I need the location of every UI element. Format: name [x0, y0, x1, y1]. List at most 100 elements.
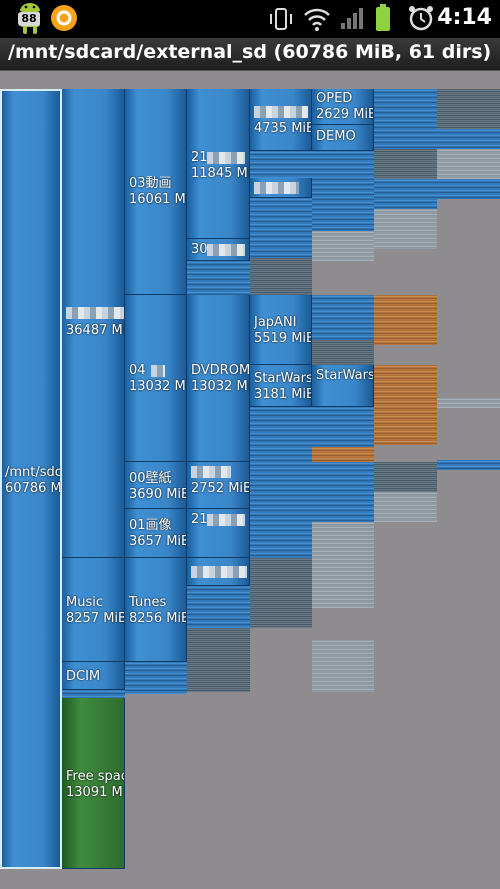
- treemap-block-free-space[interactable]: Free spac 13091 Mi: [62, 698, 125, 869]
- small-blocks[interactable]: [374, 295, 437, 345]
- small-blocks[interactable]: [312, 640, 374, 692]
- block-label: /mnt/sdc: [5, 465, 61, 480]
- small-blocks[interactable]: [187, 628, 250, 692]
- block-label: DVDROM: [191, 363, 249, 378]
- block-size: 2752 MiB: [191, 481, 249, 496]
- small-blocks[interactable]: [250, 558, 312, 628]
- block-label: Free spac: [66, 769, 124, 784]
- block-size: 3657 MiB: [129, 534, 186, 549]
- small-blocks[interactable]: [437, 460, 500, 470]
- status-bar: 88 4:14: [0, 0, 500, 38]
- small-blocks[interactable]: [312, 462, 374, 522]
- small-blocks[interactable]: [250, 258, 312, 295]
- block-size: 4735 MiB: [254, 121, 311, 136]
- block-label: 01画像: [129, 518, 172, 533]
- small-blocks[interactable]: [374, 149, 437, 179]
- treemap-block-04[interactable]: 04 13032 Mi: [125, 295, 187, 462]
- small-blocks[interactable]: [312, 522, 374, 558]
- treemap-block-30[interactable]: 30: [187, 239, 250, 261]
- small-blocks[interactable]: [312, 340, 374, 365]
- small-blocks[interactable]: [187, 586, 250, 628]
- small-blocks[interactable]: [312, 295, 374, 340]
- treemap-block-japani[interactable]: JapANI 5519 MiB: [250, 295, 312, 365]
- treemap-block-00[interactable]: 00壁紙 3690 MiB: [125, 462, 187, 509]
- treemap-block-tunes[interactable]: Tunes 8256 MiB: [125, 558, 187, 662]
- small-blocks[interactable]: [250, 151, 312, 178]
- small-blocks[interactable]: [374, 365, 437, 445]
- small-blocks[interactable]: [312, 151, 374, 231]
- small-blocks[interactable]: [125, 662, 187, 694]
- vibrate-icon: [270, 8, 292, 30]
- treemap-block[interactable]: 36487 Mi: [62, 89, 125, 558]
- small-blocks[interactable]: [312, 231, 374, 261]
- block-label: 04: [129, 363, 146, 378]
- block-label: 21: [191, 512, 208, 527]
- treemap-block-21b[interactable]: 21: [187, 509, 250, 558]
- block-size: 8256 MiB: [129, 611, 186, 626]
- block-size: 16061 Mi: [129, 192, 186, 207]
- small-blocks[interactable]: [250, 198, 312, 258]
- treemap-block-21[interactable]: 21 11845 Mi: [187, 89, 250, 239]
- small-blocks[interactable]: [374, 492, 437, 522]
- block-size: 11845 Mi: [191, 166, 249, 181]
- treemap-block-starwars-sub[interactable]: StarWars: [312, 365, 374, 407]
- treemap-block[interactable]: [187, 558, 250, 586]
- alarm-icon: [409, 6, 433, 31]
- block-size: 5519 MiB: [254, 331, 311, 346]
- block-label: DEMO: [316, 129, 356, 144]
- block-label: 03動画: [129, 176, 172, 191]
- treemap-block[interactable]: [250, 178, 312, 198]
- treemap-root[interactable]: /mnt/sdc 60786 Mi: [0, 89, 62, 869]
- treemap-block-oped[interactable]: OPED 2629 MiB: [312, 89, 374, 125]
- block-label: Tunes: [129, 595, 167, 610]
- small-blocks[interactable]: [312, 447, 374, 462]
- small-blocks[interactable]: [437, 398, 500, 408]
- block-size: 2629 MiB: [316, 107, 373, 122]
- small-blocks[interactable]: [250, 462, 312, 558]
- small-blocks[interactable]: [374, 209, 437, 249]
- treemap-block[interactable]: 2752 MiB: [187, 462, 250, 509]
- clock: 4:14: [437, 5, 492, 30]
- small-blocks[interactable]: [62, 690, 125, 698]
- page-title: /mnt/sdcard/external_sd (60786 MiB, 61 d…: [8, 41, 492, 63]
- block-label: Music: [66, 595, 103, 610]
- treemap-block-dvdrom[interactable]: DVDROM 13032 Mi: [187, 295, 250, 462]
- block-label: 00壁紙: [129, 471, 172, 486]
- small-blocks[interactable]: [374, 89, 437, 149]
- small-blocks[interactable]: [374, 462, 437, 492]
- small-blocks[interactable]: [437, 149, 500, 179]
- notification-badge: 88: [18, 12, 40, 26]
- signal-icon: [341, 8, 363, 29]
- block-size: 13032 Mi: [191, 379, 249, 394]
- title-bar: /mnt/sdcard/external_sd (60786 MiB, 61 d…: [0, 38, 500, 71]
- block-label: OPED: [316, 91, 353, 106]
- sync-icon: [51, 5, 77, 31]
- block-label: StarWars: [316, 368, 373, 383]
- blurred-label: [254, 182, 299, 194]
- block-label: 30: [191, 242, 208, 257]
- treemap-block-music[interactable]: Music 8257 MiB: [62, 558, 125, 662]
- small-blocks[interactable]: [374, 179, 437, 209]
- small-blocks[interactable]: [312, 558, 374, 608]
- block-size: 60786 Mi: [5, 481, 61, 496]
- treemap-block-dcim[interactable]: DCIM: [62, 662, 125, 690]
- small-blocks[interactable]: [437, 129, 500, 149]
- treemap-block-starwars[interactable]: StarWars 3181 MiB: [250, 365, 312, 407]
- treemap-block-03[interactable]: 03動画 16061 Mi: [125, 89, 187, 295]
- treemap-block-demo[interactable]: DEMO: [312, 125, 374, 151]
- block-size: 13091 Mi: [66, 785, 124, 800]
- small-blocks[interactable]: [187, 261, 250, 295]
- small-blocks[interactable]: [250, 407, 312, 462]
- blurred-label: [191, 466, 231, 478]
- small-blocks[interactable]: [312, 407, 374, 447]
- header-gap: [0, 71, 500, 89]
- treemap-block[interactable]: 4735 MiB: [250, 89, 312, 151]
- blurred-label: [207, 514, 245, 526]
- block-size: 8257 MiB: [66, 611, 124, 626]
- treemap-block-01[interactable]: 01画像 3657 MiB: [125, 509, 187, 558]
- block-label: JapANI: [254, 315, 297, 330]
- small-blocks[interactable]: [437, 179, 500, 199]
- blurred-label: [207, 152, 245, 164]
- small-blocks[interactable]: [437, 89, 500, 129]
- block-label: 21: [191, 150, 208, 165]
